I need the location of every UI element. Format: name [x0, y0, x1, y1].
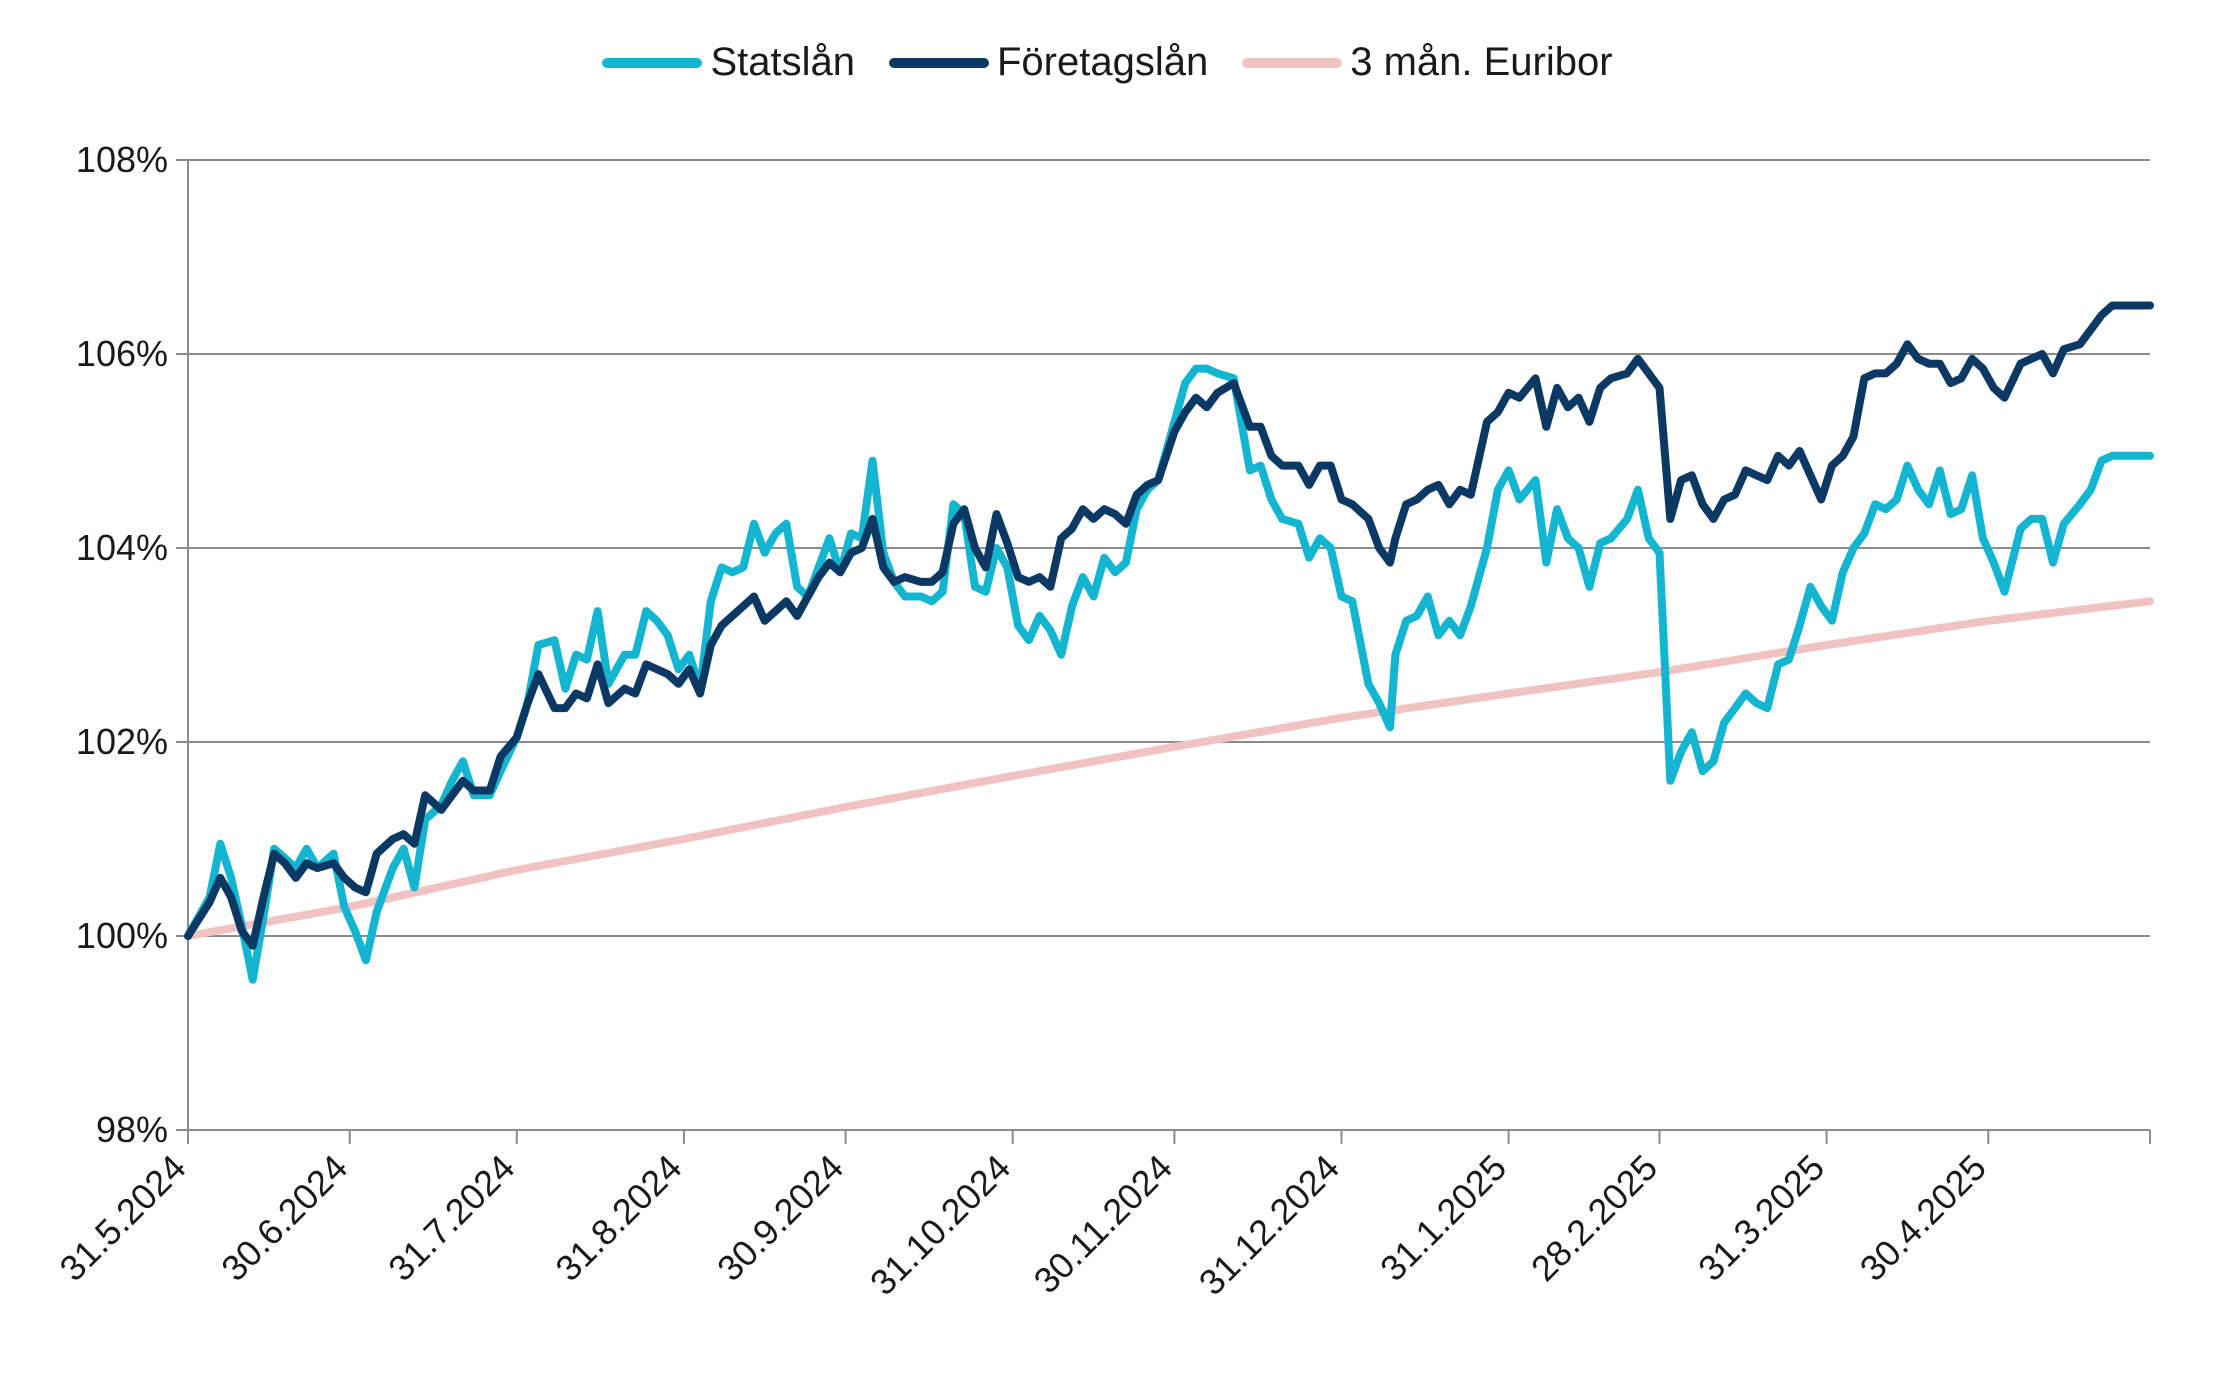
legend-item-statslan: Statslån	[602, 40, 855, 85]
legend-label-statslan: Statslån	[710, 40, 855, 84]
y-tick-label: 102%	[76, 721, 168, 762]
x-tick-label: 31.1.2025	[1372, 1147, 1514, 1289]
x-tick-label: 31.3.2025	[1690, 1147, 1832, 1289]
y-tick-label: 108%	[76, 139, 168, 180]
x-tick-label: 30.4.2025	[1852, 1147, 1994, 1289]
x-tick-label: 31.7.2024	[380, 1147, 522, 1289]
legend: Statslån Företagslån 3 mån. Euribor	[0, 40, 2215, 85]
x-tick-label: 30.6.2024	[213, 1147, 355, 1289]
y-tick-label: 106%	[76, 333, 168, 374]
legend-label-foretagslan: Företagslån	[996, 40, 1209, 84]
series-line-1	[184, 301, 2154, 950]
y-tick-label: 100%	[76, 915, 168, 956]
y-tick-label: 104%	[76, 527, 168, 568]
x-tick-label: 31.10.2024	[862, 1147, 1018, 1303]
series-line-2	[184, 597, 2154, 940]
x-tick-label: 31.12.2024	[1191, 1147, 1347, 1303]
y-tick-label: 98%	[96, 1109, 168, 1150]
legend-label-euribor: 3 mån. Euribor	[1350, 40, 1613, 84]
legend-swatch-foretagslan	[888, 57, 989, 68]
x-tick-label: 28.2.2025	[1523, 1147, 1665, 1289]
x-tick-label: 30.9.2024	[709, 1147, 851, 1289]
legend-item-euribor: 3 mån. Euribor	[1242, 40, 1613, 85]
legend-item-foretagslan: Företagslån	[888, 40, 1209, 85]
x-tick-label: 31.5.2024	[51, 1147, 193, 1289]
legend-swatch-euribor	[1242, 57, 1343, 68]
legend-swatch-statslan	[602, 57, 703, 68]
x-tick-label: 31.8.2024	[547, 1147, 689, 1289]
x-tick-label: 30.11.2024	[1026, 1147, 1181, 1302]
